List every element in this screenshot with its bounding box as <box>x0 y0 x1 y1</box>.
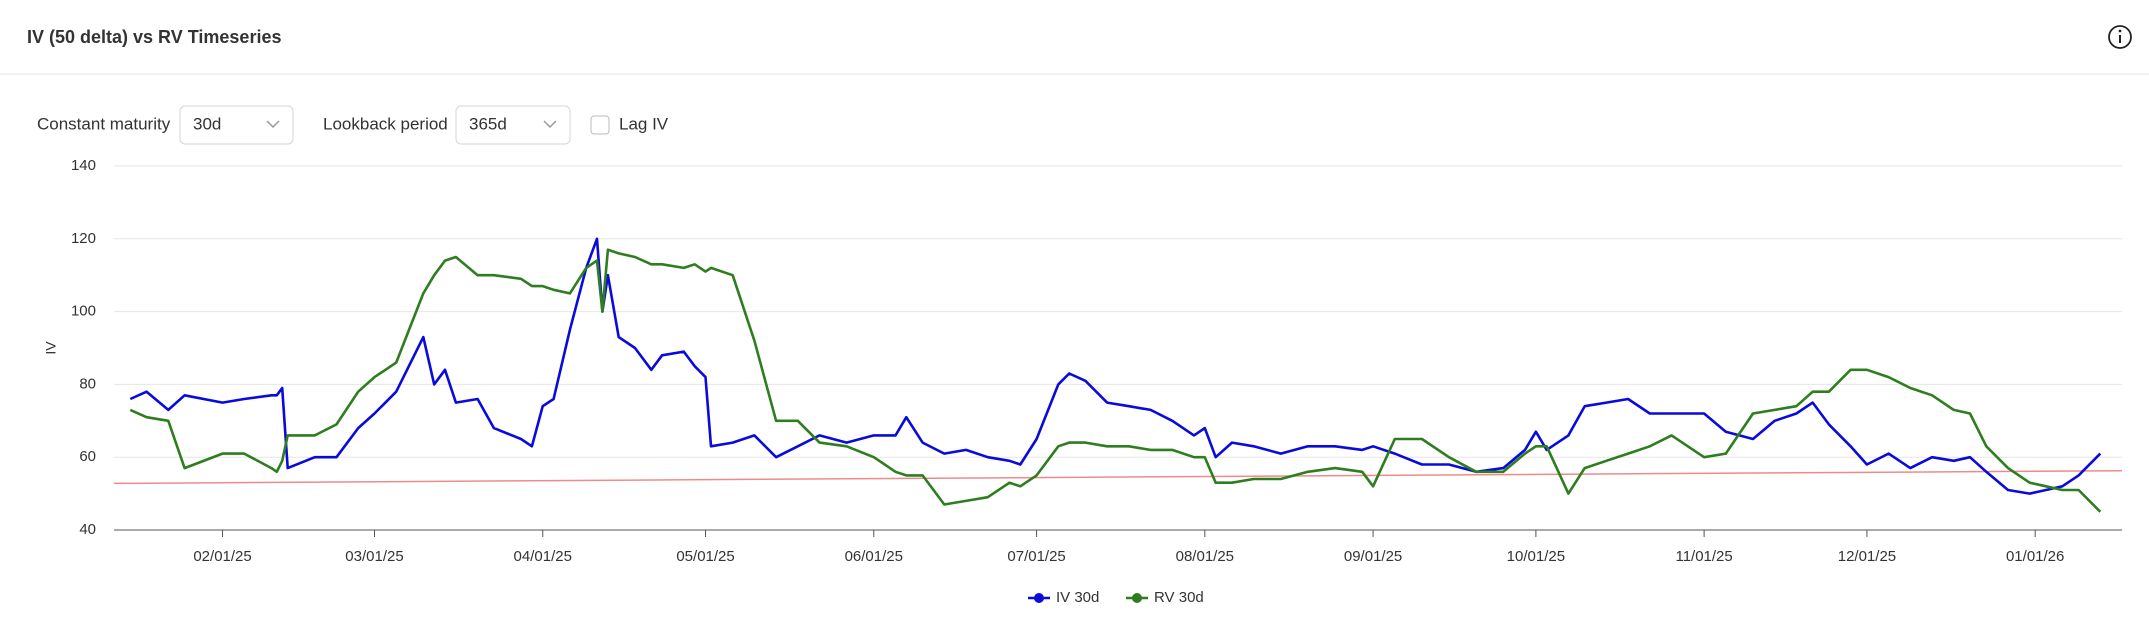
y-axis-title: IV <box>43 341 59 355</box>
legend-label: IV 30d <box>1056 589 1099 606</box>
select-value: 365d <box>469 114 507 133</box>
series-line <box>129 237 2102 495</box>
series-line <box>129 248 2102 513</box>
x-tick-label: 05/01/25 <box>676 548 734 565</box>
x-tick-label: 04/01/25 <box>514 548 572 565</box>
control-label: Constant maturity <box>37 114 171 133</box>
legend-marker <box>1132 593 1142 603</box>
x-tick-label: 06/01/25 <box>845 548 903 565</box>
y-tick-label: 40 <box>79 521 96 538</box>
x-tick-label: 02/01/25 <box>193 548 251 565</box>
checkbox[interactable] <box>590 115 610 135</box>
checkbox-label[interactable]: Lag IV <box>619 114 669 133</box>
control-label: Lookback period <box>323 114 448 133</box>
x-tick-label: 03/01/25 <box>345 548 403 565</box>
lookback-select[interactable]: 365d <box>455 105 571 145</box>
x-tick-label: 07/01/25 <box>1007 548 1065 565</box>
x-tick-label: 01/01/26 <box>2006 548 2064 565</box>
info-icon[interactable] <box>2108 25 2132 49</box>
widget-title: IV (50 delta) vs RV Timeseries <box>27 27 281 47</box>
x-tick-label: 08/01/25 <box>1176 548 1234 565</box>
trend-line <box>113 469 2123 485</box>
x-tick-label: 12/01/25 <box>1838 548 1896 565</box>
y-tick-label: 60 <box>79 448 96 465</box>
plot: 40 60 80 100 120 140 02/01/25 03/01/25 04/01/25 0… <box>71 157 2123 606</box>
legend-item[interactable]: IV 30d <box>1028 589 1099 606</box>
y-tick-label: 100 <box>71 303 96 320</box>
x-tick-label: 10/01/25 <box>1507 548 1565 565</box>
y-tick-label: 120 <box>71 230 96 247</box>
legend-item[interactable]: RV 30d <box>1126 589 1204 606</box>
x-tick-label: 09/01/25 <box>1344 548 1402 565</box>
legend-label: RV 30d <box>1154 589 1204 606</box>
x-tick-label: 11/01/25 <box>1675 548 1732 565</box>
maturity-select[interactable]: 30d <box>179 105 294 145</box>
y-tick-label: 80 <box>79 375 96 392</box>
legend-marker <box>1034 593 1044 603</box>
y-tick-label: 140 <box>71 157 96 174</box>
select-value: 30d <box>193 114 221 133</box>
